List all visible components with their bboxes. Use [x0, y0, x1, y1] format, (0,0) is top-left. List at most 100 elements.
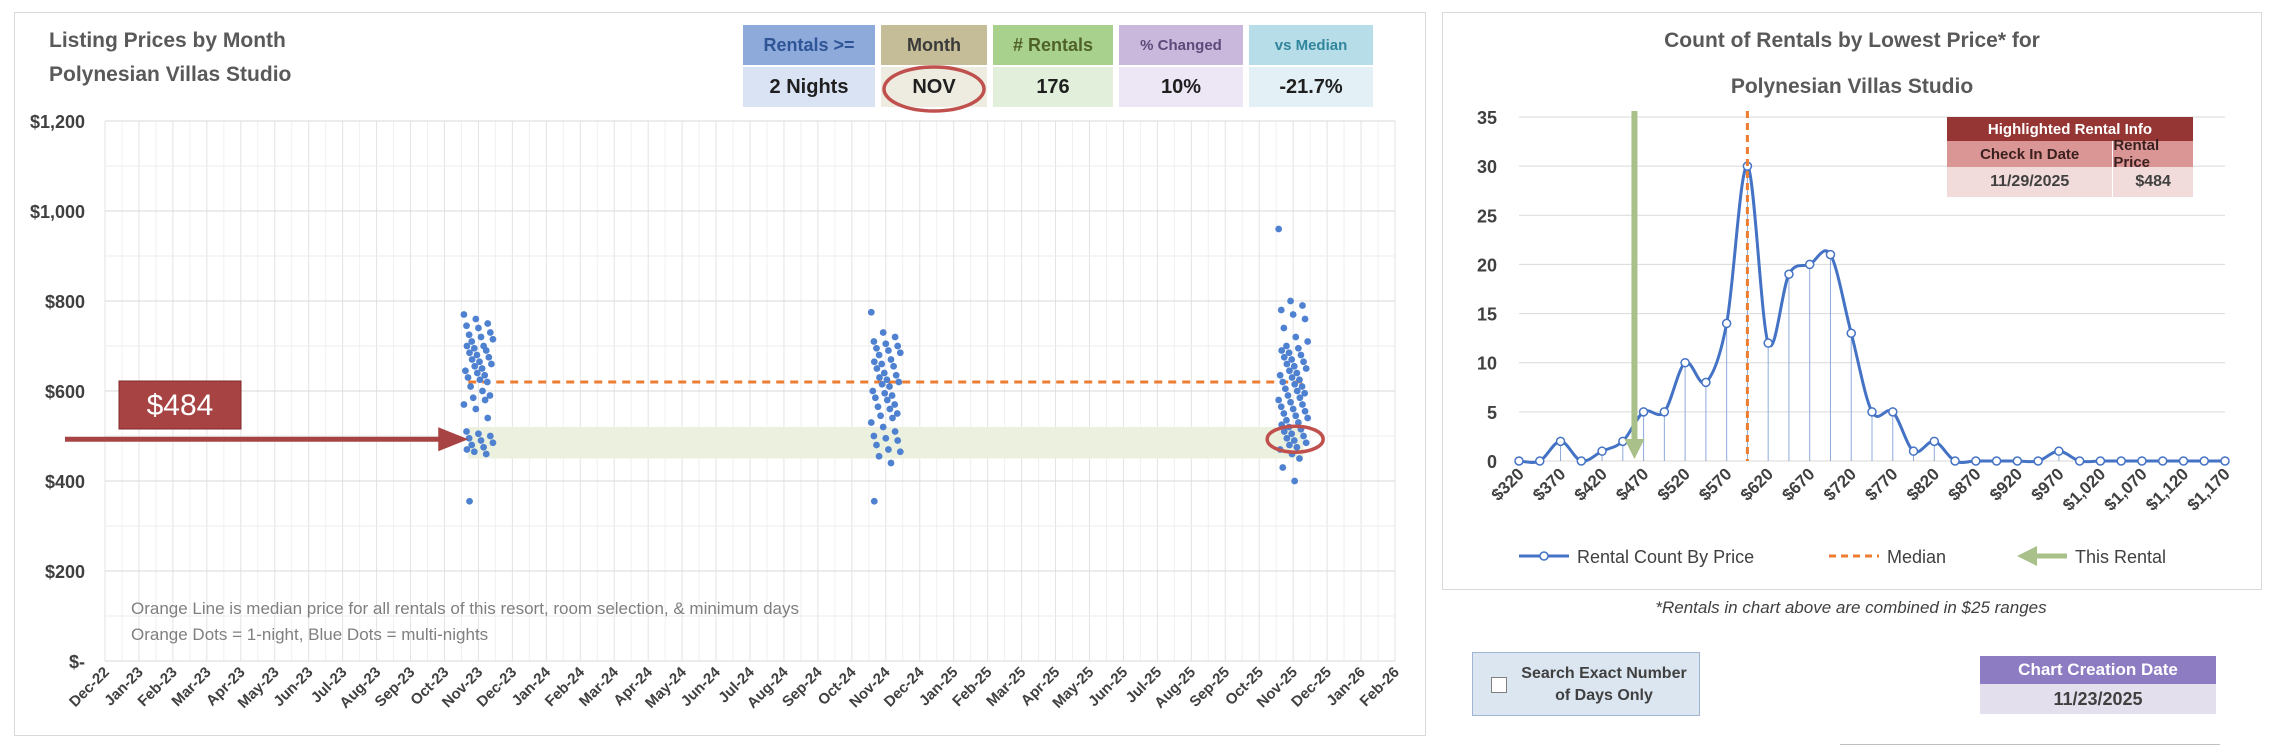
count-point [1555, 436, 1566, 447]
price-dot [1281, 385, 1289, 393]
x-tick-label: $1,120 [2142, 464, 2192, 514]
price-dot [462, 367, 469, 375]
stat-header-1: Month [881, 25, 987, 65]
price-dot [892, 371, 900, 379]
count-point [2116, 456, 2126, 466]
stat-value-3: 10% [1119, 67, 1243, 107]
x-tick-label: $520 [1654, 464, 1694, 504]
price-dot [1302, 365, 1310, 372]
price-dot [896, 448, 904, 456]
price-dot [1280, 324, 1288, 332]
price-dot [1302, 439, 1310, 447]
price-dot [463, 322, 470, 330]
price-dot [471, 362, 479, 370]
month-highlight-oval [882, 65, 986, 113]
price-dot [485, 353, 493, 361]
price-dot [893, 410, 901, 417]
y-tick-label: $1,000 [30, 202, 85, 222]
count-point [1638, 407, 1649, 417]
price-dot [484, 320, 492, 327]
price-dot [484, 414, 492, 422]
price-dot [482, 450, 490, 458]
price-dot [467, 383, 475, 390]
count-point [2012, 456, 2023, 466]
price-dot [1301, 407, 1309, 415]
price-dot [486, 392, 494, 399]
x-tick-label: $470 [1612, 464, 1652, 504]
price-dot [1294, 344, 1302, 352]
price-dot [466, 497, 473, 505]
price-dot [1279, 464, 1287, 471]
y-tick-label: 5 [1487, 403, 1497, 423]
left-chart-subtitle: Polynesian Villas Studio [49, 63, 292, 86]
price-dot [463, 446, 471, 453]
price-dot [1279, 378, 1287, 386]
price-dot [1299, 302, 1306, 309]
count-point [2095, 456, 2106, 466]
price-dot [873, 441, 880, 449]
price-dot [1275, 396, 1283, 404]
x-tick-label: $670 [1778, 464, 1818, 504]
price-dot [476, 376, 484, 384]
price-dot [873, 344, 880, 352]
count-point [1763, 338, 1773, 348]
price-dot [477, 333, 485, 341]
price-dot [870, 497, 878, 505]
count-point [1991, 456, 2002, 466]
y-tick-label: $1,200 [30, 112, 85, 132]
price-dot [1304, 414, 1312, 422]
price-dot [1300, 358, 1307, 366]
price-dot [882, 340, 890, 348]
exact-days-label: Search Exact Number of Days Only [1521, 665, 1687, 704]
price-dot [1286, 367, 1293, 375]
x-tick-label: Jun-24 [678, 663, 725, 710]
count-point [1535, 456, 1545, 466]
price-dot [489, 335, 497, 343]
count-point [1908, 446, 1919, 456]
info-date: 11/29/2025 [1947, 167, 2114, 197]
price-dot [1296, 455, 1303, 462]
price-dot [886, 405, 894, 413]
price-dot [867, 419, 875, 426]
price-dot [473, 369, 481, 377]
count-point [1721, 318, 1732, 329]
info-title: Highlighted Rental Info [1947, 117, 2193, 141]
price-dot [1294, 419, 1302, 426]
exact-days-control[interactable]: Search Exact Number of Days Only [1472, 652, 1700, 716]
price-dot [1293, 443, 1301, 451]
listing-price-panel: Listing Prices by Month Polynesian Villa… [14, 12, 1426, 736]
price-dot [891, 333, 899, 341]
price-dot [870, 338, 878, 345]
stat-header-4: vs Median [1249, 25, 1373, 65]
price-dot [1277, 403, 1285, 411]
y-tick-label: 35 [1477, 108, 1497, 128]
price-dot [1290, 437, 1298, 444]
price-dot [1275, 225, 1283, 233]
price-dot [1297, 351, 1305, 359]
stat-header-0: Rentals >= [743, 25, 875, 65]
count-point [1867, 407, 1877, 417]
listing-price-scatter: $-$200$400$600$800$1,000$1,200Dec-22Jan-… [30, 65, 1403, 712]
price-dot [470, 448, 478, 456]
price-dot [870, 432, 878, 440]
price-dot [1283, 434, 1291, 442]
info-col-price: Rental Price [2113, 137, 2193, 171]
price-dot [489, 439, 497, 447]
price-dot [1291, 477, 1299, 485]
price-dot [475, 430, 482, 438]
count-point [1929, 436, 1940, 447]
y-tick-label: 20 [1477, 255, 1497, 275]
price-dot [1291, 380, 1299, 388]
price-dot [876, 374, 883, 381]
exact-days-checkbox[interactable] [1491, 677, 1507, 693]
y-tick-label: 15 [1477, 305, 1497, 325]
legend-label-count: Rental Count By Price [1577, 547, 1754, 567]
right-chart-title: Count of Rentals by Lowest Price* for [1664, 29, 2040, 52]
price-dot [486, 329, 494, 336]
price-dot [1283, 360, 1291, 368]
price-dot [867, 308, 875, 316]
price-dot [483, 378, 491, 386]
price-dot [891, 428, 899, 435]
count-point [1680, 357, 1690, 368]
count-point [2137, 456, 2147, 466]
